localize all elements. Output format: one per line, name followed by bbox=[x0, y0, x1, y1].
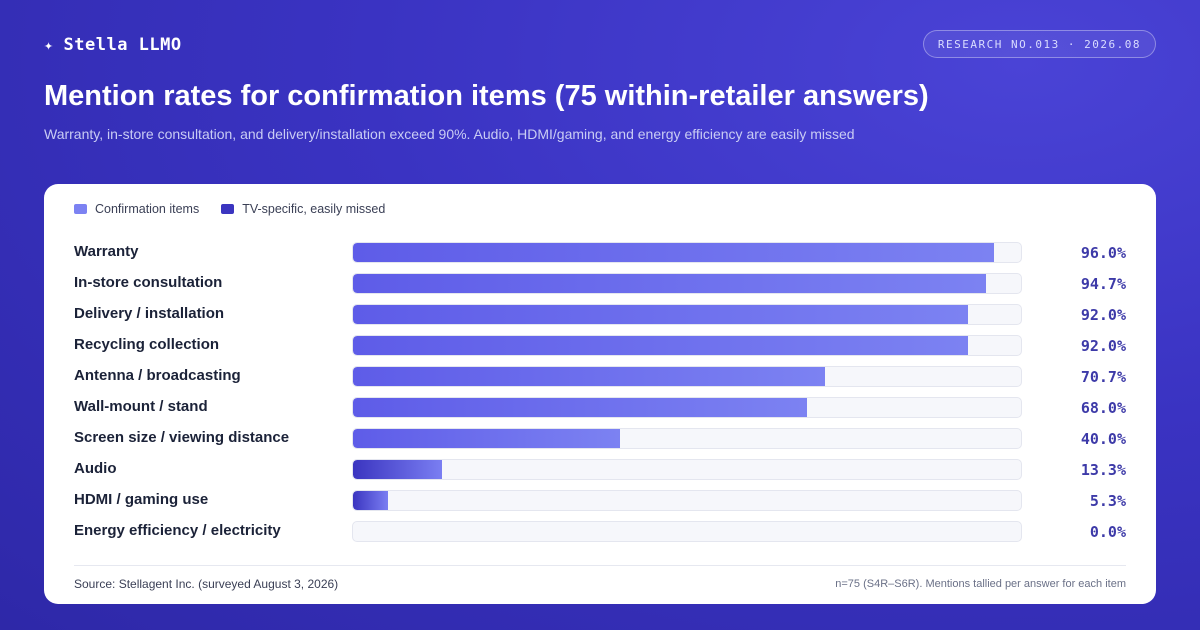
bar bbox=[353, 305, 968, 324]
bar-value-label: 0.0% bbox=[1089, 523, 1126, 541]
chart-row: Antenna / broadcasting 70.7% bbox=[74, 361, 1126, 392]
legend-label-missed: TV-specific, easily missed bbox=[242, 202, 386, 216]
chart-row: Energy efficiency / electricity 0.0% bbox=[74, 516, 1126, 547]
research-badge: RESEARCH NO.013 · 2026.08 bbox=[922, 30, 1156, 58]
chart-row: Screen size / viewing distance 40.0% bbox=[74, 423, 1126, 454]
page-subtitle: Warranty, in-store consultation, and del… bbox=[44, 126, 855, 142]
chart-row: Wall-mount / stand 68.0% bbox=[74, 392, 1126, 423]
bar-category-label: HDMI / gaming use bbox=[74, 491, 209, 508]
bar-category-label: In-store consultation bbox=[74, 274, 223, 291]
bar-value-label: 40.0% bbox=[1080, 430, 1126, 448]
bar bbox=[353, 429, 621, 448]
brand-logo: ✦ Stella LLMO bbox=[44, 35, 182, 55]
bar-track bbox=[352, 490, 1022, 511]
legend-item-confirmation: Confirmation items bbox=[74, 202, 199, 216]
chart-row: Warranty 96.0% bbox=[74, 237, 1126, 268]
source-text: Source: Stellagent Inc. (surveyed August… bbox=[74, 577, 339, 591]
bar bbox=[353, 336, 968, 355]
bar-value-label: 94.7% bbox=[1080, 275, 1126, 293]
bar-category-label: Audio bbox=[74, 460, 117, 477]
bar-value-label: 92.0% bbox=[1080, 337, 1126, 355]
bar-category-label: Antenna / broadcasting bbox=[74, 367, 241, 384]
chart-row: Recycling collection 92.0% bbox=[74, 330, 1126, 361]
chart-row: In-store consultation 94.7% bbox=[74, 268, 1126, 299]
bar-track bbox=[352, 304, 1022, 325]
bar-value-label: 13.3% bbox=[1080, 461, 1126, 479]
bar bbox=[353, 274, 986, 293]
bar-value-label: 96.0% bbox=[1080, 244, 1126, 262]
bar-track bbox=[352, 335, 1022, 356]
legend-label-confirmation: Confirmation items bbox=[95, 202, 200, 216]
bar bbox=[353, 367, 826, 386]
sparkle-icon: ✦ bbox=[44, 36, 54, 54]
chart-row: Delivery / installation 92.0% bbox=[74, 299, 1126, 330]
legend-swatch-confirmation bbox=[74, 204, 87, 214]
bar-track bbox=[352, 397, 1022, 418]
bar-track bbox=[352, 273, 1022, 294]
bar-category-label: Screen size / viewing distance bbox=[74, 429, 290, 446]
bar-track bbox=[352, 428, 1022, 449]
bar-track bbox=[352, 459, 1022, 480]
bar-category-label: Warranty bbox=[74, 243, 139, 260]
page-title: Mention rates for confirmation items (75… bbox=[44, 80, 929, 112]
bar-track bbox=[352, 242, 1022, 263]
bar bbox=[353, 243, 995, 262]
bar-category-label: Delivery / installation bbox=[74, 305, 225, 322]
bar bbox=[353, 460, 442, 479]
bar-value-label: 70.7% bbox=[1080, 368, 1126, 386]
bar-value-label: 68.0% bbox=[1080, 399, 1126, 417]
chart-legend: Confirmation items TV-specific, easily m… bbox=[74, 202, 385, 216]
chart-row: HDMI / gaming use 5.3% bbox=[74, 485, 1126, 516]
legend-swatch-missed bbox=[221, 204, 235, 214]
bar bbox=[353, 398, 808, 417]
bar-category-label: Wall-mount / stand bbox=[74, 398, 208, 415]
bar-track bbox=[352, 366, 1022, 387]
bar-value-label: 92.0% bbox=[1080, 306, 1126, 324]
bar-category-label: Energy efficiency / electricity bbox=[74, 522, 281, 539]
bar bbox=[353, 491, 389, 510]
chart-row: Audio 13.3% bbox=[74, 454, 1126, 485]
bar-category-label: Recycling collection bbox=[74, 336, 220, 353]
bar-value-label: 5.3% bbox=[1089, 492, 1126, 510]
bar-track bbox=[352, 521, 1022, 542]
legend-item-missed: TV-specific, easily missed bbox=[221, 202, 385, 216]
bar-rows: Warranty 96.0% In-store consultation 94.7% D… bbox=[74, 237, 1126, 547]
footnote-text: n=75 (S4R–S6R). Mentions tallied per ans… bbox=[835, 578, 1126, 590]
chart-card: Confirmation items TV-specific, easily m… bbox=[44, 184, 1156, 604]
footer-divider bbox=[74, 565, 1126, 566]
brand-name: Stella LLMO bbox=[63, 35, 182, 55]
